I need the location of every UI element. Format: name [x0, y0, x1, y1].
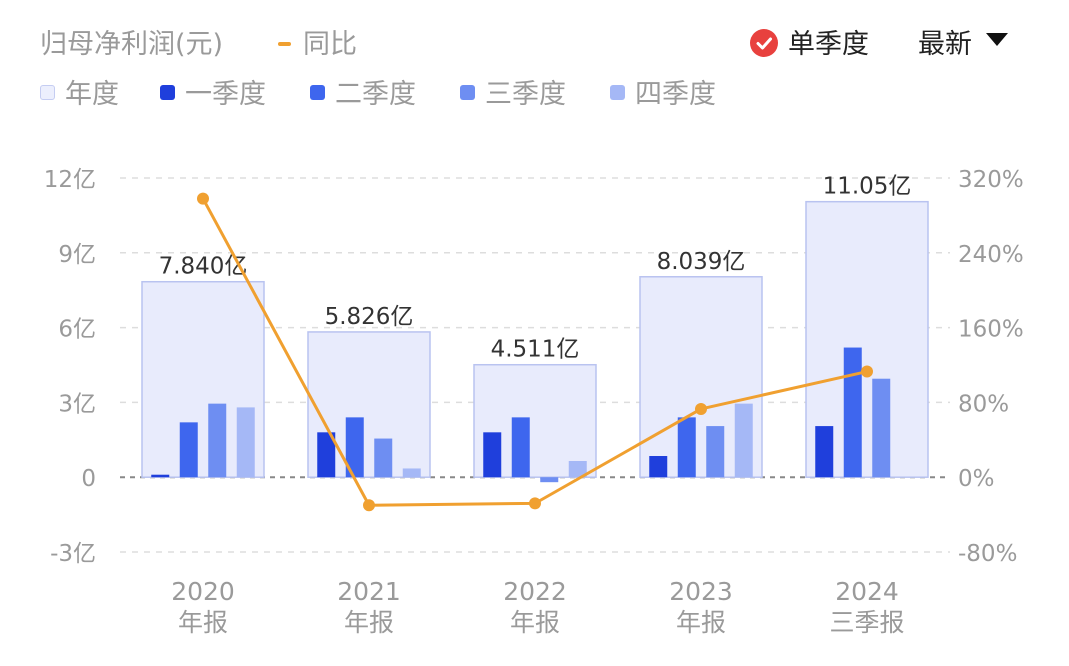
- legend-label: 三季度: [485, 79, 566, 110]
- y-tick-label: 9亿: [58, 242, 96, 268]
- quarter-bar: [374, 438, 393, 478]
- quarter-bar: [402, 468, 421, 478]
- yoy-point: [529, 497, 541, 510]
- quarter-bar: [317, 432, 336, 478]
- swatch-icon: [40, 85, 55, 100]
- legend-item-q3[interactable]: 三季度: [460, 72, 566, 111]
- quarter-bar: [734, 403, 753, 478]
- y-tick-label: 6亿: [58, 317, 96, 343]
- y2-tick-label: 160%: [958, 317, 1024, 343]
- checkmark-icon: [750, 28, 778, 57]
- swatch-icon: [160, 85, 175, 100]
- quarter-bar: [843, 347, 862, 478]
- quarter-bar: [511, 417, 530, 478]
- x-tick-label: 年报: [344, 608, 394, 637]
- quarter-bar: [540, 477, 559, 483]
- y-tick-label: 0: [81, 466, 96, 492]
- legend-item-q1[interactable]: 一季度: [160, 72, 266, 111]
- swatch-icon: [610, 85, 625, 100]
- y2-tick-label: 80%: [958, 391, 1009, 417]
- legend-label: 一季度: [185, 79, 266, 110]
- single-quarter-label: 单季度: [788, 29, 869, 60]
- single-quarter-toggle[interactable]: 单季度: [750, 22, 869, 61]
- yoy-point: [695, 402, 707, 415]
- x-tick-label: 2022: [503, 577, 567, 606]
- legend-label: 四季度: [635, 79, 716, 110]
- annual-data-label: 8.039亿: [657, 249, 746, 275]
- yoy-point: [363, 499, 375, 512]
- triangle-down-icon: [986, 33, 1008, 46]
- x-tick-label: 年报: [510, 608, 560, 637]
- yoy-legend-label: 同比: [303, 29, 357, 60]
- y2-tick-label: 320%: [958, 167, 1024, 193]
- quarter-bar: [872, 378, 891, 478]
- quarter-bar: [649, 456, 668, 478]
- yoy-point: [861, 365, 873, 378]
- quarter-bar: [815, 426, 834, 478]
- swatch-icon: [310, 85, 325, 100]
- chart-header: 归母净利润(元) 同比 单季度 最新: [40, 22, 1040, 62]
- x-tick-label: 年报: [676, 608, 726, 637]
- legend-item-annual[interactable]: 年度: [40, 72, 119, 111]
- quarter-bar: [151, 474, 170, 478]
- period-dropdown-label: 最新: [918, 29, 972, 60]
- annual-data-label: 5.826亿: [325, 304, 414, 330]
- yoy-legend-item[interactable]: 同比: [278, 22, 357, 61]
- annual-data-label: 7.840亿: [159, 254, 248, 280]
- x-tick-label: 2023: [669, 577, 733, 606]
- quarter-bar: [568, 460, 587, 478]
- chart-title: 归母净利润(元): [40, 29, 224, 60]
- y-tick-label: 3亿: [58, 391, 96, 417]
- x-tick-label: 2024: [835, 577, 899, 606]
- legend-label: 年度: [65, 79, 119, 110]
- quarter-bar: [345, 417, 364, 478]
- x-tick-label: 2020: [171, 577, 235, 606]
- legend-item-q4[interactable]: 四季度: [610, 72, 716, 111]
- legend-item-q2[interactable]: 二季度: [310, 72, 416, 111]
- x-tick-label: 年报: [178, 608, 228, 637]
- y-tick-label: 12亿: [44, 167, 96, 193]
- quarter-bar: [706, 426, 725, 478]
- line-swatch-icon: [278, 41, 291, 46]
- y2-tick-label: 0%: [958, 466, 995, 492]
- x-tick-label: 三季报: [829, 608, 904, 637]
- annual-data-label: 4.511亿: [491, 337, 580, 363]
- quarter-bar: [236, 407, 255, 478]
- yoy-point: [197, 192, 209, 205]
- swatch-icon: [460, 85, 475, 100]
- quarter-bar: [483, 432, 502, 478]
- quarter-bar: [208, 403, 227, 478]
- period-dropdown[interactable]: 最新: [918, 22, 1008, 61]
- x-tick-label: 2021: [337, 577, 401, 606]
- quarter-bar: [179, 422, 198, 478]
- quarter-bar: [677, 417, 696, 478]
- y2-tick-label: -80%: [958, 541, 1017, 567]
- y-tick-label: -3亿: [50, 541, 96, 567]
- legend-label: 二季度: [335, 79, 416, 110]
- y2-tick-label: 240%: [958, 242, 1024, 268]
- annual-data-label: 11.05亿: [823, 174, 912, 200]
